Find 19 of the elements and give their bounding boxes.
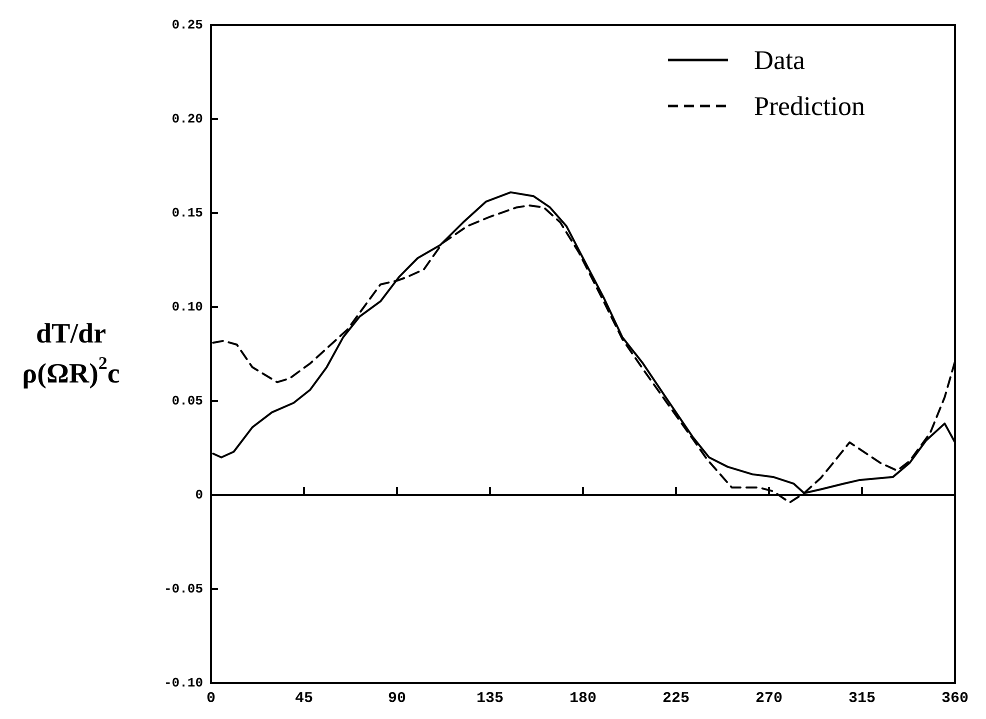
legend-label: Prediction xyxy=(754,91,866,121)
y-tick-label: 0.20 xyxy=(172,112,204,126)
y-tick-label: 0.25 xyxy=(172,18,204,32)
x-tick-label: 90 xyxy=(388,690,406,707)
x-tick-label: 270 xyxy=(755,690,783,707)
x-tick-label: 360 xyxy=(941,690,969,707)
legend-label: Data xyxy=(754,45,805,75)
x-tick-label: 135 xyxy=(476,690,504,707)
y-tick-label: 0.10 xyxy=(172,300,204,314)
x-tick-label: 0 xyxy=(206,690,216,707)
y-tick-label: 0 xyxy=(195,488,204,502)
y-tick-label: -0.05 xyxy=(164,582,204,596)
x-tick-label: 180 xyxy=(569,690,597,707)
x-tick-label: 315 xyxy=(848,690,876,707)
y-tick-label: -0.10 xyxy=(164,676,204,690)
x-tick-label: 45 xyxy=(294,690,314,707)
y-tick-label: 0.05 xyxy=(172,394,204,408)
y-tick-label: 0.15 xyxy=(172,206,204,220)
x-tick-label: 225 xyxy=(662,690,690,707)
